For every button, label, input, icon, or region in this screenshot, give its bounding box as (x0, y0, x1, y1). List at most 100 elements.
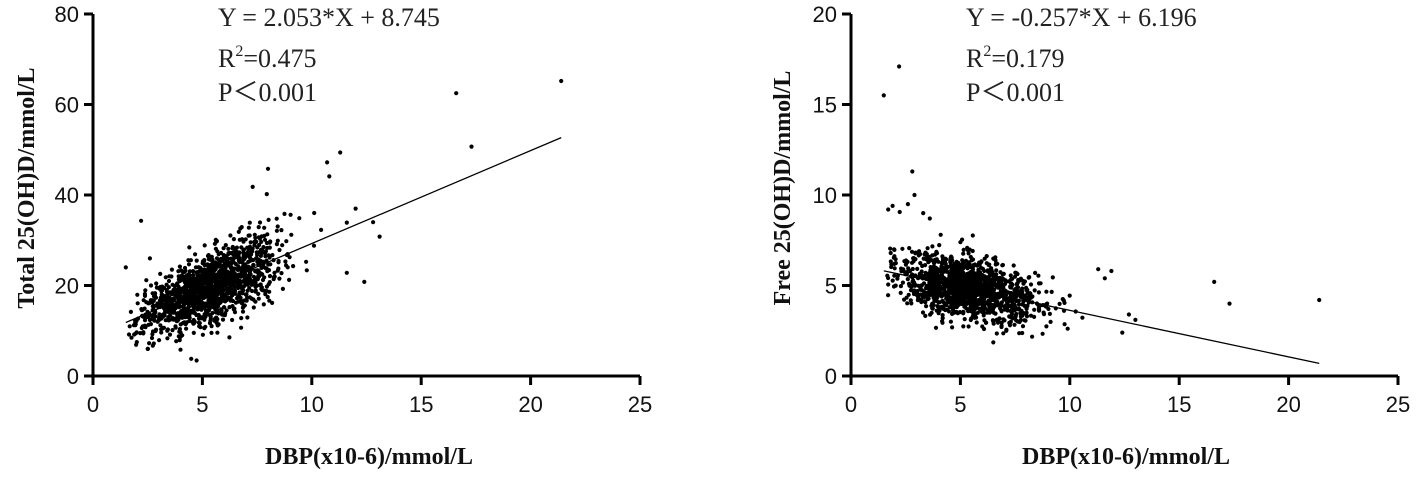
data-point (961, 251, 966, 256)
data-point (250, 184, 255, 189)
data-point (927, 216, 932, 221)
data-point (948, 274, 954, 279)
y-tick-label: 5 (825, 274, 837, 299)
data-point (259, 265, 264, 270)
data-point (270, 253, 275, 258)
data-point (975, 278, 980, 283)
data-point (991, 321, 996, 326)
data-point (963, 272, 968, 277)
data-point (1000, 262, 1006, 268)
data-point (925, 246, 930, 251)
data-point (231, 269, 236, 274)
data-point (247, 277, 253, 282)
data-point (940, 320, 945, 325)
data-point (924, 304, 929, 309)
data-point (921, 211, 926, 216)
data-point (886, 207, 891, 212)
data-point (265, 166, 271, 171)
data-point (948, 319, 954, 324)
data-point (228, 295, 233, 300)
data-point (933, 325, 939, 330)
data-point (909, 283, 914, 288)
data-point (208, 292, 213, 297)
data-point (168, 313, 173, 318)
data-point (1012, 274, 1018, 279)
data-point (186, 301, 191, 306)
data-point (1022, 318, 1027, 323)
data-point (223, 271, 229, 277)
data-point (191, 321, 196, 326)
r-squared-value: =0.475 (243, 44, 316, 73)
data-point (994, 331, 999, 336)
data-point (276, 258, 281, 264)
data-point (196, 306, 201, 311)
data-point (241, 247, 246, 252)
data-point (247, 254, 252, 259)
data-point (222, 313, 227, 318)
data-point (280, 286, 285, 291)
data-point (928, 289, 933, 294)
data-point (204, 288, 209, 293)
data-point (1020, 324, 1026, 329)
data-point (1013, 305, 1018, 310)
data-point (171, 308, 176, 313)
data-point (255, 245, 260, 250)
regression-equation: Y = 2.053*X + 8.745 (218, 3, 440, 32)
data-point (260, 272, 265, 277)
data-point (182, 310, 187, 315)
data-point (892, 261, 897, 266)
data-point (138, 331, 143, 336)
data-point (167, 274, 172, 279)
x-tick-label: 5 (954, 392, 966, 417)
data-point (1014, 270, 1019, 276)
data-point (168, 307, 173, 312)
data-point (129, 335, 134, 340)
data-point (881, 93, 886, 98)
data-point (213, 263, 218, 268)
data-point (142, 323, 147, 328)
data-point (978, 292, 984, 298)
data-point (1017, 331, 1022, 336)
data-point (211, 274, 216, 279)
data-point (232, 253, 238, 259)
data-point (224, 296, 229, 301)
regression-equation: Y = -0.257*X + 6.196 (966, 3, 1197, 32)
data-point (210, 310, 215, 316)
data-point (897, 209, 902, 215)
data-point (144, 278, 149, 283)
data-point (230, 317, 235, 323)
data-point (145, 346, 150, 351)
data-point (180, 313, 186, 318)
data-point (194, 358, 199, 363)
data-point (257, 236, 263, 241)
data-point (928, 265, 933, 270)
data-point (1024, 285, 1029, 290)
data-point (165, 327, 170, 332)
data-point (927, 256, 932, 261)
data-point (1050, 275, 1055, 280)
r-squared-value: =0.179 (991, 44, 1064, 73)
data-point (918, 285, 923, 290)
data-point (196, 274, 201, 279)
data-point (252, 243, 257, 248)
regression-line (125, 137, 562, 324)
data-point (919, 299, 924, 305)
data-point (985, 287, 990, 293)
data-point (970, 233, 975, 238)
data-point (233, 261, 238, 267)
data-point (1040, 331, 1045, 336)
data-point (221, 246, 226, 251)
data-point (936, 293, 941, 298)
data-point (967, 261, 972, 266)
data-point (956, 302, 961, 307)
x-tick-label: 20 (518, 392, 542, 417)
data-point (243, 282, 248, 287)
data-point (974, 320, 979, 325)
panel-total-25ohd: Total 25(OH)D/mmol/L DBP(x10-6)/mmol/L Y… (14, 2, 652, 470)
data-point (264, 284, 269, 289)
data-point (1011, 263, 1016, 268)
data-point (311, 243, 317, 248)
data-point (189, 356, 194, 361)
data-point (166, 278, 172, 284)
data-point (941, 306, 946, 311)
